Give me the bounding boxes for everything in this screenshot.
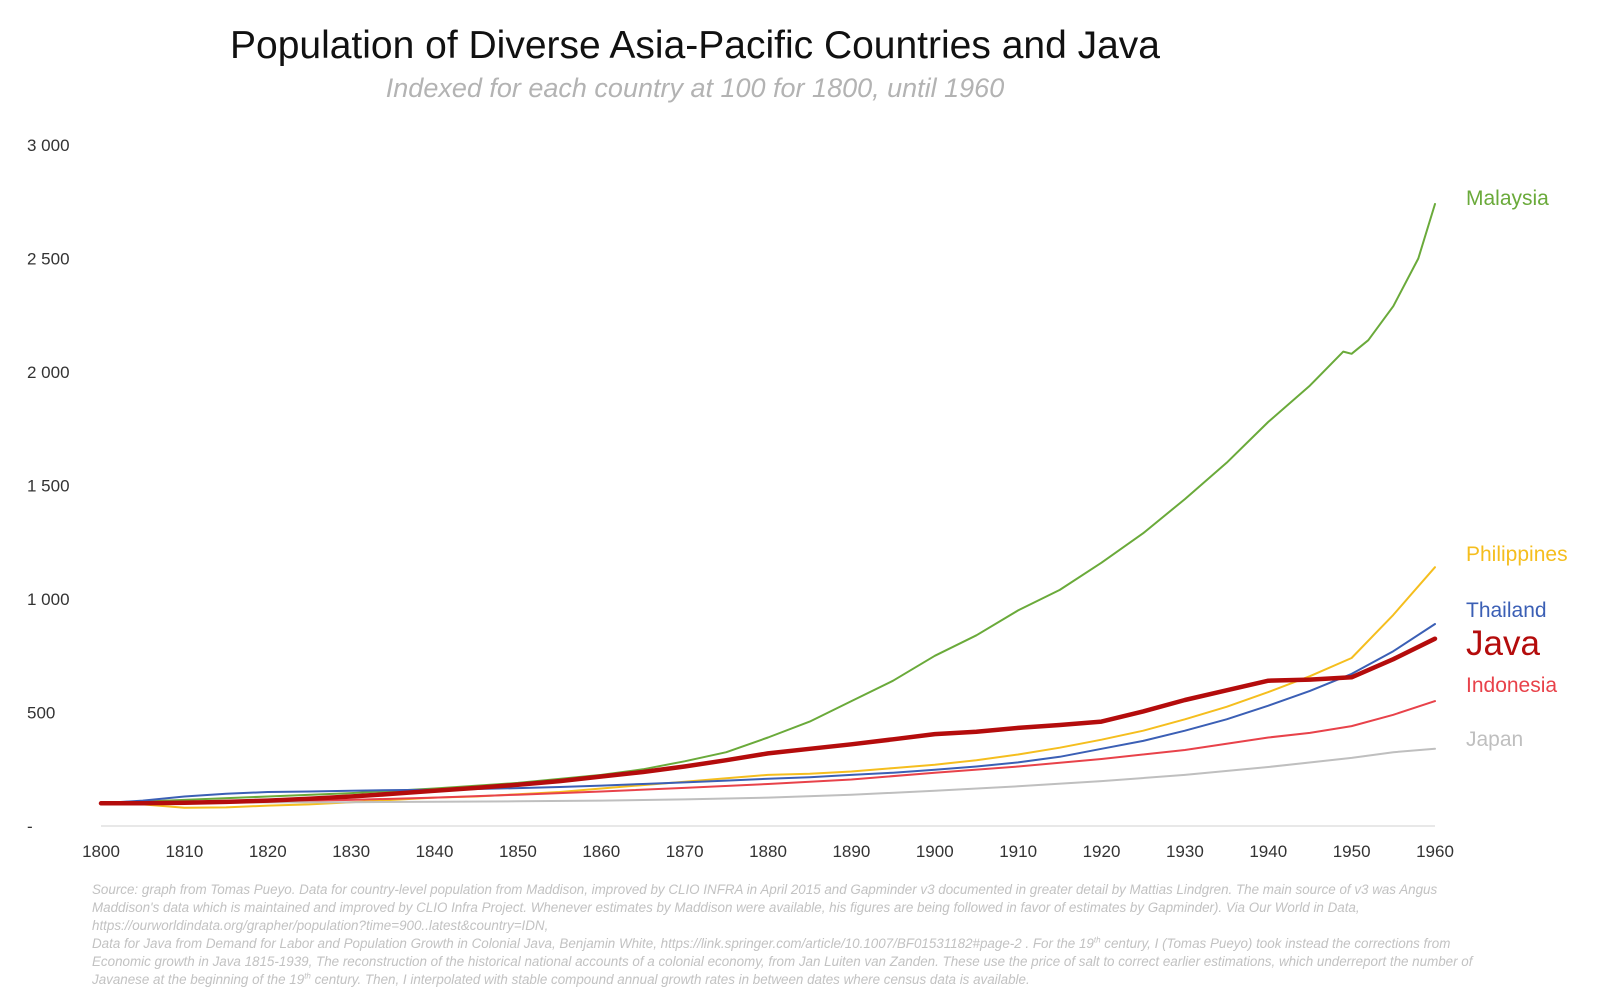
x-axis: 1800 1810 1820 1830 1840 1850 1860 1870 1880 1890…: [82, 842, 1454, 861]
y-tick-label: -: [27, 817, 33, 836]
y-tick-label: 500: [27, 704, 55, 723]
source-note-line-2: Data for Java from Demand for Labor and …: [92, 935, 1507, 989]
y-tick-label: 2 000: [27, 363, 70, 382]
series-label-japan: Japan: [1466, 728, 1523, 751]
series-label-java: Java: [1466, 624, 1540, 663]
x-tick-label: 1930: [1166, 842, 1204, 861]
x-tick-label: 1870: [666, 842, 704, 861]
x-tick-label: 1800: [82, 842, 120, 861]
x-tick-label: 1950: [1333, 842, 1371, 861]
superscript: th: [304, 971, 311, 981]
source-note-part-a: Data for Java from Demand for Labor and …: [92, 936, 1094, 951]
chart-subtitle: Indexed for each country at 100 for 1800…: [385, 73, 1005, 103]
x-tick-label: 1920: [1083, 842, 1121, 861]
series-line-thailand: [100, 623, 1436, 805]
source-note-line-1: Source: graph from Tomas Pueyo. Data for…: [92, 882, 1438, 933]
series-line-japan: [100, 747, 1436, 805]
y-tick-label: 3 000: [27, 136, 70, 155]
y-tick-label: 1 000: [27, 590, 70, 609]
x-tick-label: 1850: [499, 842, 537, 861]
series-line-indonesia: [100, 700, 1436, 805]
x-tick-label: 1890: [832, 842, 870, 861]
source-note: Source: graph from Tomas Pueyo. Data for…: [92, 881, 1507, 989]
x-tick-label: 1960: [1416, 842, 1454, 861]
series-lines: [98, 203, 1438, 809]
y-axis: - 500 1 000 1 500 2 000 2 500 3 000: [27, 136, 70, 836]
series-label-thailand: Thailand: [1466, 599, 1547, 622]
superscript: th: [1093, 935, 1101, 945]
x-tick-label: 1900: [916, 842, 954, 861]
y-tick-label: 1 500: [27, 477, 70, 496]
series-label-philippines: Philippines: [1466, 543, 1568, 566]
x-tick-label: 1830: [332, 842, 370, 861]
source-note-part-b: century, I (Tomas Pueyo) took instead th…: [92, 936, 1473, 987]
x-tick-label: 1820: [249, 842, 287, 861]
chart-title: Population of Diverse Asia-Pacific Count…: [230, 24, 1160, 67]
series-label-malaysia: Malaysia: [1466, 187, 1549, 210]
source-note-part-c: century. Then, I interpolated with stabl…: [310, 972, 1030, 987]
x-tick-label: 1810: [165, 842, 203, 861]
series-line-philippines: [100, 566, 1436, 809]
x-tick-label: 1910: [999, 842, 1037, 861]
series-line-java: [98, 636, 1438, 806]
series-label-indonesia: Indonesia: [1466, 674, 1557, 697]
x-tick-label: 1880: [749, 842, 787, 861]
x-tick-label: 1940: [1249, 842, 1287, 861]
x-tick-label: 1840: [416, 842, 454, 861]
y-tick-label: 2 500: [27, 250, 70, 269]
series-line-malaysia: [100, 203, 1436, 805]
x-tick-label: 1860: [582, 842, 620, 861]
